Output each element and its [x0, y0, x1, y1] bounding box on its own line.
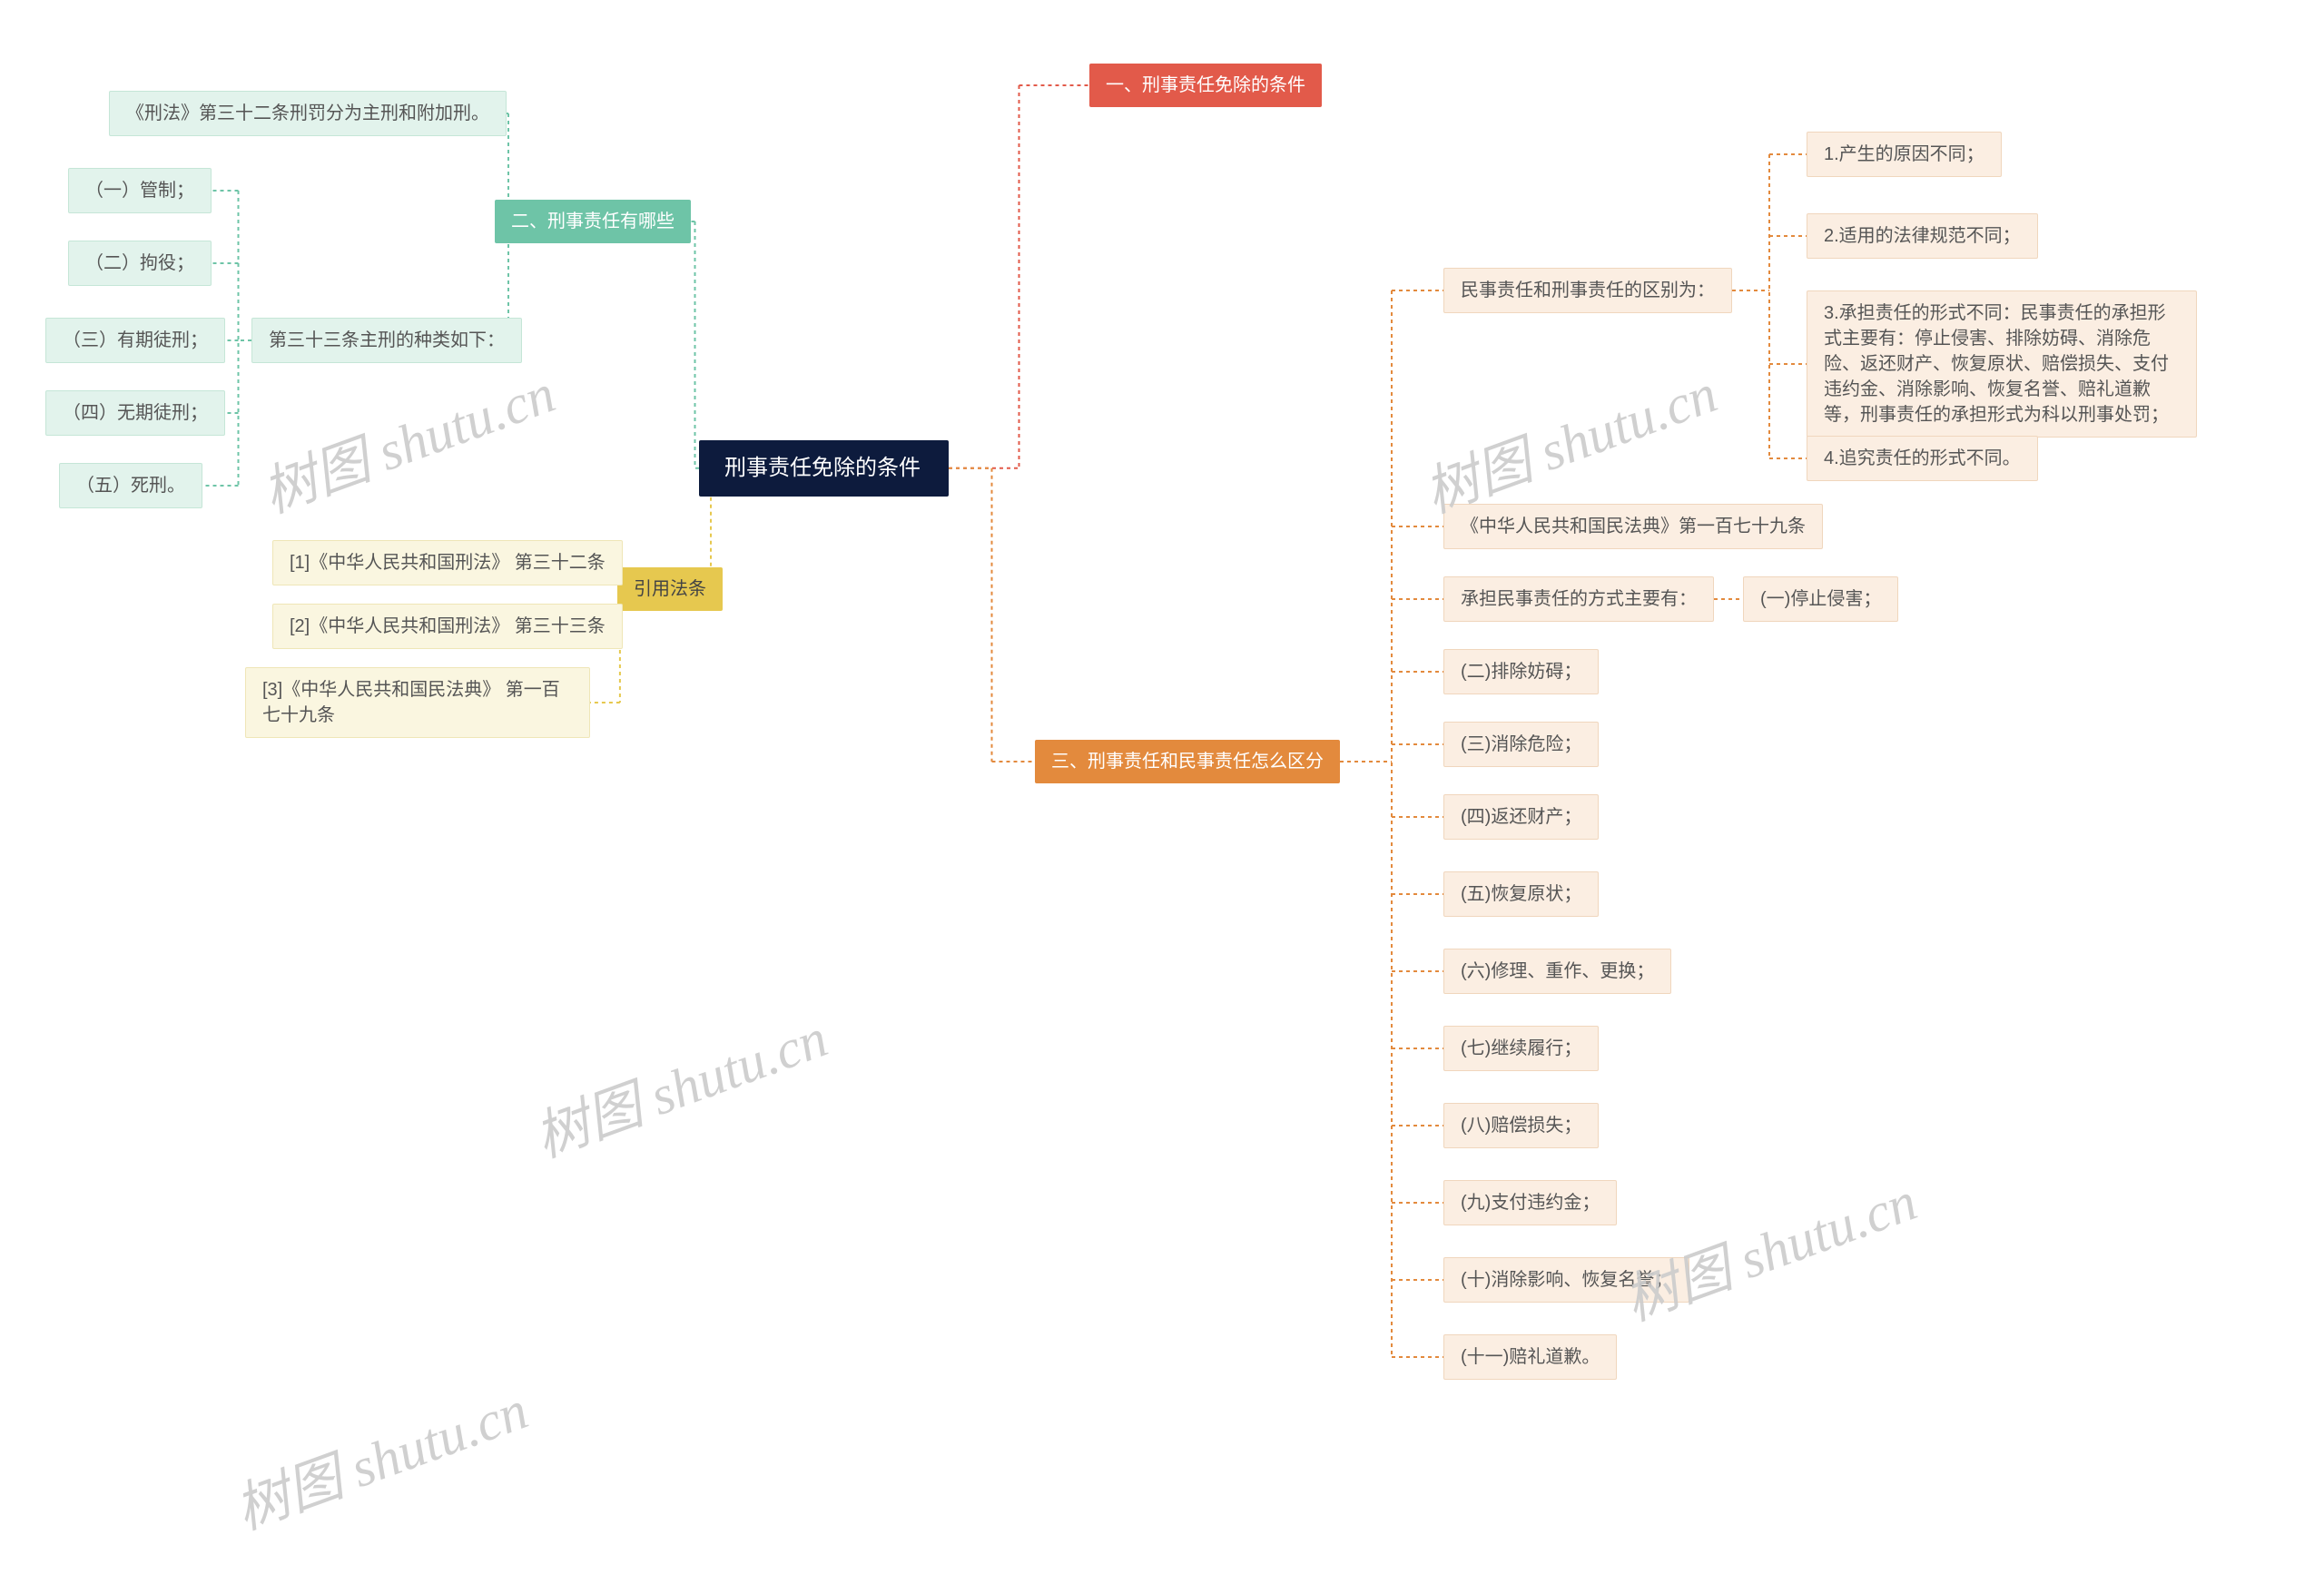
branch-3: 三、刑事责任和民事责任怎么区分 [1035, 740, 1340, 783]
b3c1-d: 4.追究责任的形式不同。 [1807, 436, 2038, 481]
b2c2-b: （二）拘役； [68, 241, 212, 286]
b2c2-d: （四）无期徒刑； [45, 390, 225, 436]
branch-2: 二、刑事责任有哪些 [495, 200, 691, 243]
b3-child-9: (七)继续履行； [1443, 1026, 1599, 1071]
b3-child-6: (四)返还财产； [1443, 794, 1599, 840]
b4-child-3: [3]《中华人民共和国民法典》 第一百七十九条 [245, 667, 590, 738]
branch-4: 引用法条 [617, 567, 723, 611]
watermark: 树图 shutu.cn [222, 1366, 537, 1545]
b3-child-1: 民事责任和刑事责任的区别为： [1443, 268, 1732, 313]
watermark: 树图 shutu.cn [522, 994, 836, 1173]
b3-child-3: 承担民事责任的方式主要有： [1443, 576, 1714, 622]
b4-child-1: [1]《中华人民共和国刑法》 第三十二条 [272, 540, 623, 585]
b3c1-c: 3.承担责任的形式不同：民事责任的承担形式主要有：停止侵害、排除妨碍、消除危险、… [1807, 290, 2197, 438]
root-node: 刑事责任免除的条件 [699, 440, 949, 497]
watermark: 树图 shutu.cn [1412, 349, 1726, 528]
watermark: 树图 shutu.cn [1611, 1157, 1925, 1336]
b3c3-a: (一)停止侵害； [1743, 576, 1898, 622]
b3-child-7: (五)恢复原状； [1443, 871, 1599, 917]
b2c2-a: （一）管制； [68, 168, 212, 213]
b3-child-2: 《中华人民共和国民法典》第一百七十九条 [1443, 504, 1823, 549]
b3c1-b: 2.适用的法律规范不同； [1807, 213, 2038, 259]
b3c1-a: 1.产生的原因不同； [1807, 132, 2002, 177]
b4-child-2: [2]《中华人民共和国刑法》 第三十三条 [272, 604, 623, 649]
b3-child-8: (六)修理、重作、更换； [1443, 949, 1671, 994]
b2-child-1: 《刑法》第三十二条刑罚分为主刑和附加刑。 [109, 91, 507, 136]
b2-child-2: 第三十三条主刑的种类如下： [251, 318, 522, 363]
b2c2-c: （三）有期徒刑； [45, 318, 225, 363]
b3-child-5: (三)消除危险； [1443, 722, 1599, 767]
branch-1: 一、刑事责任免除的条件 [1089, 64, 1322, 107]
b2c2-e: （五）死刑。 [59, 463, 202, 508]
b3-child-10: (八)赔偿损失； [1443, 1103, 1599, 1148]
b3-child-13: (十一)赔礼道歉。 [1443, 1334, 1617, 1380]
b3-child-11: (九)支付违约金； [1443, 1180, 1617, 1225]
watermark: 树图 shutu.cn [250, 349, 564, 528]
b3-child-12: (十)消除影响、恢复名誉； [1443, 1257, 1689, 1303]
b3-child-4: (二)排除妨碍； [1443, 649, 1599, 694]
